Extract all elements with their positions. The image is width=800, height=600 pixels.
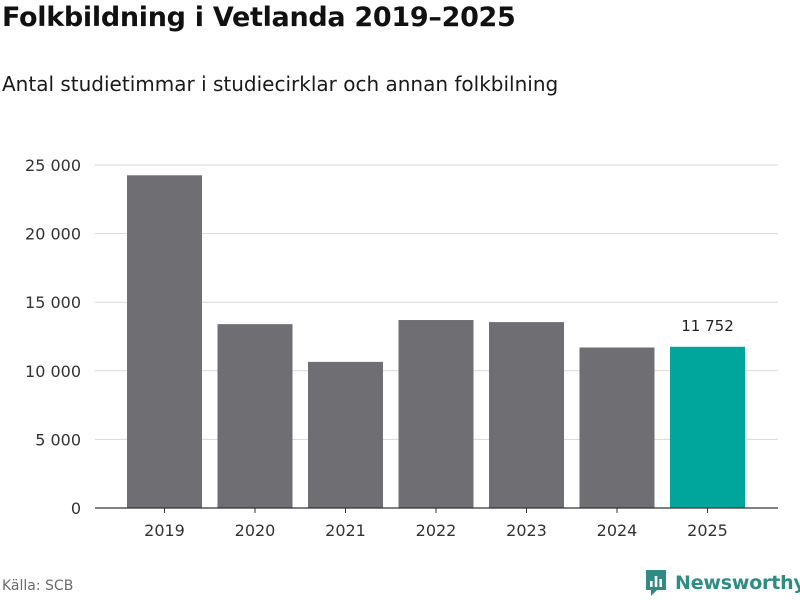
x-tick-label: 2023	[506, 521, 547, 540]
data-label-2025: 11 752	[681, 317, 734, 335]
bar-2019	[127, 175, 202, 509]
source-note: Källa: SCB	[2, 578, 74, 594]
y-tick-label: 25 000	[25, 156, 81, 175]
x-tick-label: 2020	[235, 521, 276, 540]
data-labels: 11 752	[681, 317, 734, 335]
bar-2025	[670, 346, 745, 508]
x-tick-label: 2025	[687, 521, 728, 540]
bar-2020	[217, 324, 293, 508]
x-tick-label: 2022	[416, 521, 457, 540]
x-tick-label: 2024	[597, 521, 638, 540]
y-tick-label: 15 000	[25, 293, 81, 312]
y-tick-label: 0	[71, 499, 81, 518]
y-axis-ticks: 0 5 000 10 000 15 000 20 000 25 000	[25, 156, 81, 518]
chart-title: Folkbildning i Vetlanda 2019–2025	[2, 2, 516, 33]
y-tick-label: 20 000	[25, 225, 81, 244]
x-axis-ticks: 2019 2020 2021 2022 2023 2024 2025	[144, 508, 728, 540]
bar-chart-badge-icon	[646, 570, 666, 596]
x-tick-label: 2021	[325, 521, 366, 540]
bar-2024	[579, 347, 655, 508]
brand-logo: Newsworthy	[644, 569, 800, 597]
x-tick-label: 2019	[144, 521, 185, 540]
brand-name: Newsworthy	[675, 572, 800, 594]
y-tick-label: 10 000	[25, 362, 81, 381]
y-tick-label: 5 000	[35, 430, 81, 449]
bar-2021	[308, 361, 383, 508]
bars	[127, 175, 745, 509]
bar-2023	[489, 322, 564, 508]
chart-subtitle: Antal studietimmar i studiecirklar och a…	[2, 72, 559, 96]
bar-2022	[398, 320, 474, 508]
